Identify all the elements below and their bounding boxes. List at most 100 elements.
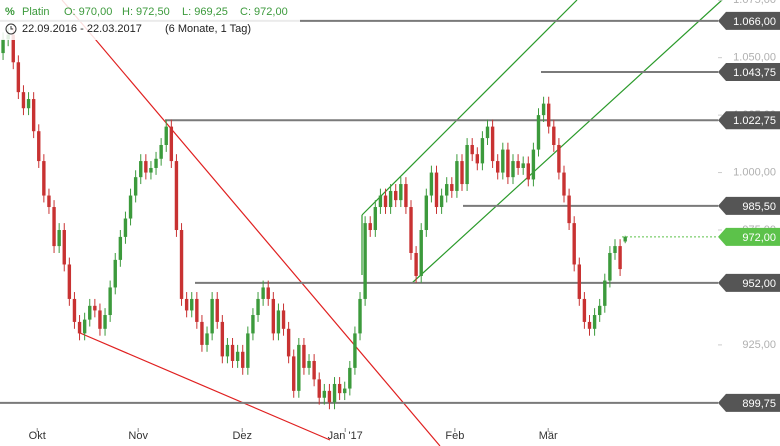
candle-body — [82, 319, 87, 334]
level-label: 952,00 — [742, 278, 776, 290]
candle-body — [439, 195, 444, 208]
level-box — [718, 393, 780, 412]
candle-body — [292, 356, 296, 391]
level-box — [718, 63, 780, 82]
trendline — [79, 332, 331, 441]
candle-body — [496, 161, 500, 173]
candle-body — [103, 315, 107, 329]
candle-body — [88, 305, 92, 320]
candle-body — [511, 161, 515, 178]
candle-body — [521, 163, 525, 168]
level-label: 972,00 — [742, 232, 776, 244]
candle-body — [215, 298, 219, 322]
candle-body — [409, 207, 413, 253]
trendlines — [61, 0, 723, 446]
candle-body — [343, 388, 347, 394]
candle-body — [592, 315, 597, 329]
candle-body — [490, 126, 495, 162]
candle-body — [205, 333, 209, 345]
candle-body — [613, 246, 617, 253]
level-label: 899,75 — [742, 398, 776, 410]
x-tick-label: Okt — [29, 430, 46, 442]
candle-body — [47, 195, 51, 208]
candle-body — [552, 126, 556, 145]
candle-body — [608, 252, 612, 281]
y-tick-label: 1.050,00 — [733, 52, 776, 64]
y-tick-label: 1.075,00 — [733, 0, 776, 6]
candle-body — [317, 379, 321, 398]
candle-body — [455, 161, 459, 191]
candle-body — [388, 190, 393, 208]
candle-body — [582, 298, 587, 322]
candle-body — [531, 149, 536, 180]
candle-body — [394, 190, 398, 201]
candle-body — [424, 195, 429, 231]
candle-body — [230, 344, 235, 361]
period: (6 Monate, 1 Tag) — [165, 23, 251, 35]
x-tick-label: Nov — [128, 430, 148, 442]
clock-hand — [10, 26, 13, 30]
quote-low: L: 969,25 — [182, 6, 228, 18]
x-tick-label: Mär — [539, 430, 558, 442]
level-label: 1.043,75 — [733, 67, 776, 79]
candle-body — [108, 287, 112, 316]
candle-body — [572, 223, 576, 265]
level-box — [718, 11, 780, 30]
candle-body — [128, 195, 133, 219]
candle-body — [144, 161, 148, 173]
level-box — [718, 273, 780, 292]
candle-body — [557, 144, 561, 173]
candle-body — [225, 344, 230, 357]
candle-body — [281, 310, 286, 329]
candle-body — [480, 138, 485, 164]
candle-body — [332, 383, 337, 403]
candle-body — [307, 360, 311, 368]
candle-body — [123, 218, 128, 237]
candle-body — [200, 321, 204, 345]
candle-body — [429, 172, 434, 196]
candle-body — [241, 351, 245, 368]
candle-body — [190, 298, 194, 311]
candle-body — [72, 298, 77, 322]
candle-body — [133, 177, 138, 196]
candle-body — [246, 333, 250, 368]
candle-body — [271, 298, 276, 334]
candle-body — [368, 223, 372, 231]
candle-body — [485, 126, 490, 139]
trendline — [61, 0, 441, 446]
y-tick-label: 925,00 — [742, 339, 776, 351]
candle-body — [179, 230, 184, 299]
level-box — [718, 196, 780, 215]
candle-body — [113, 259, 117, 288]
candle-body — [302, 344, 306, 368]
candle-body — [93, 305, 97, 311]
quote-high: H: 972,50 — [122, 6, 170, 18]
level-label: 1.022,75 — [733, 115, 776, 127]
candle-body — [475, 154, 480, 164]
candle-body — [419, 230, 423, 276]
candle-body — [597, 305, 602, 316]
candle-body — [57, 230, 61, 247]
candle-body — [169, 126, 174, 162]
candle-body — [42, 161, 46, 196]
candle-body — [154, 158, 158, 168]
candle-body — [541, 103, 546, 116]
candle-body — [98, 310, 102, 329]
candle-body — [118, 236, 123, 260]
candle-body — [276, 310, 281, 334]
candle-body — [516, 161, 520, 168]
header-bg — [0, 0, 300, 40]
clock-icon — [5, 23, 17, 35]
candle-body — [235, 351, 240, 361]
candle-body — [363, 223, 367, 299]
chart-title: Platin — [22, 6, 50, 18]
candle-body — [577, 264, 581, 299]
icon: % — [5, 6, 15, 18]
y-tick-label: 1.000,00 — [733, 166, 776, 178]
x-tick-label: Feb — [445, 430, 464, 442]
candle-body — [536, 115, 541, 150]
level-label: 1.066,00 — [733, 16, 776, 28]
candle-body — [450, 184, 454, 191]
